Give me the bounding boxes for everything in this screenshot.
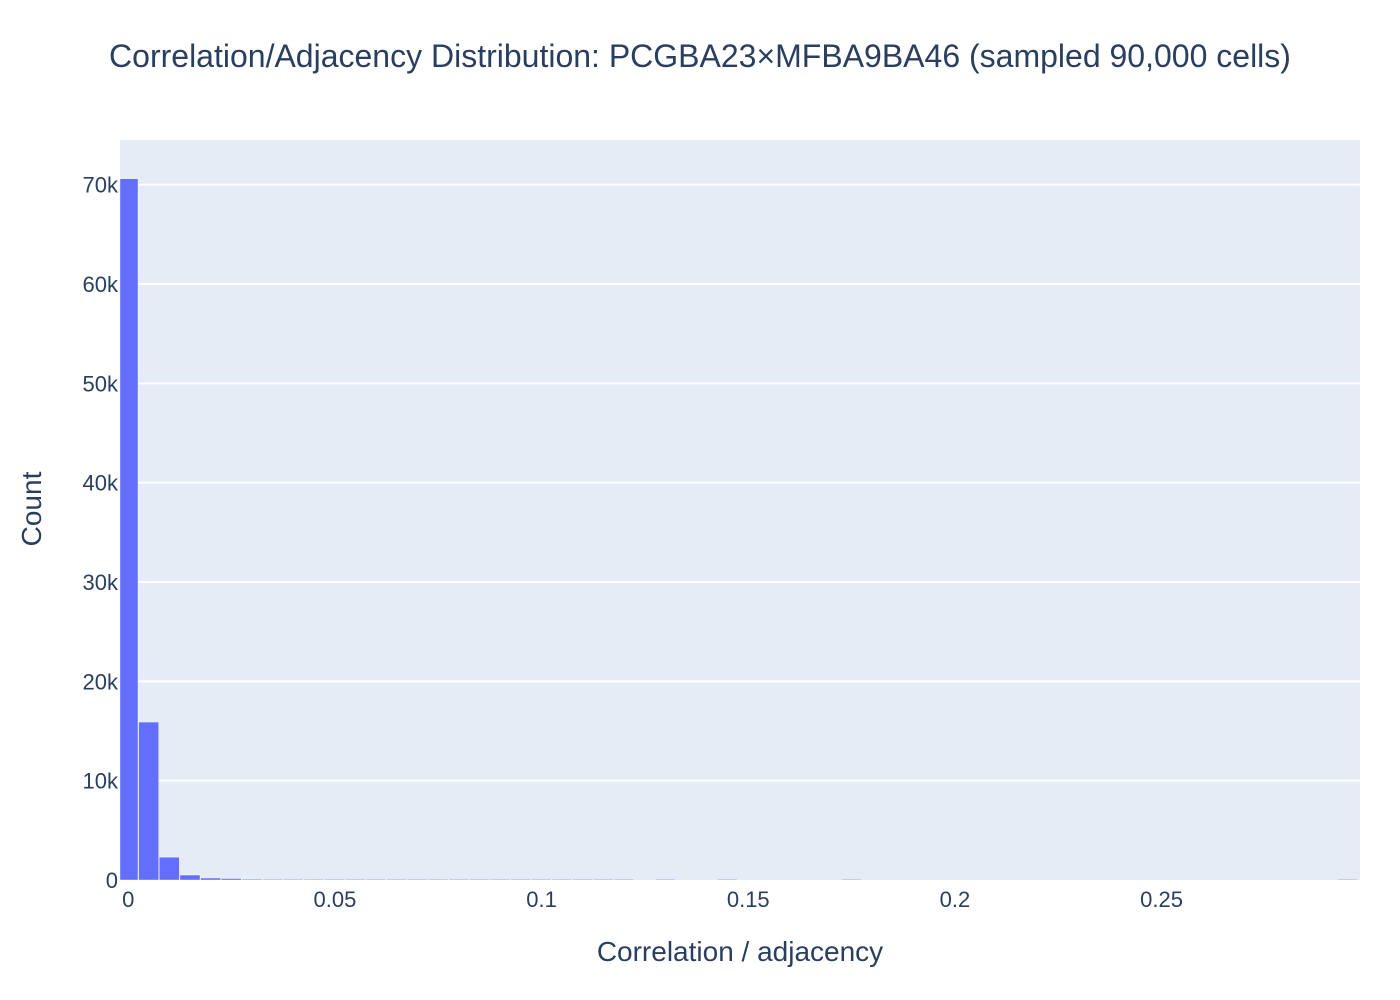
y-axis-ticks: 0 10k 20k 30k 40k 50k 60k 70k bbox=[83, 173, 119, 893]
histogram-bar bbox=[448, 879, 469, 881]
x-axis-title: Correlation / adjacency bbox=[597, 936, 883, 967]
histogram-bar bbox=[365, 879, 387, 881]
histogram-bar bbox=[345, 879, 366, 881]
histogram-bar bbox=[841, 879, 862, 881]
histogram-bar bbox=[283, 879, 304, 881]
gridlines bbox=[120, 183, 1360, 782]
histogram-bar bbox=[159, 856, 180, 881]
histogram-bar bbox=[469, 879, 490, 881]
x-tick-label: 0 bbox=[122, 887, 134, 912]
histogram-bar bbox=[551, 879, 573, 881]
x-axis-ticks: 0 0.05 0.1 0.15 0.2 0.25 bbox=[122, 887, 1183, 912]
histogram-bar bbox=[262, 879, 283, 881]
histogram-bar bbox=[221, 878, 242, 881]
y-axis-title: Count bbox=[16, 471, 47, 546]
histogram-bar bbox=[324, 879, 345, 881]
y-tick-label: 30k bbox=[83, 570, 119, 595]
histogram-bar bbox=[531, 879, 552, 881]
y-tick-label: 20k bbox=[83, 669, 119, 694]
histogram-bar bbox=[407, 879, 428, 881]
histogram-bar bbox=[303, 879, 325, 881]
histogram-bar bbox=[510, 879, 531, 881]
histogram-bar bbox=[241, 878, 263, 881]
histogram-bar bbox=[179, 874, 201, 881]
histogram-bar bbox=[613, 879, 635, 881]
histogram-bar bbox=[1337, 879, 1358, 881]
y-tick-label: 10k bbox=[83, 769, 119, 794]
histogram-bar bbox=[572, 879, 593, 881]
y-tick-label: 60k bbox=[83, 272, 119, 297]
histogram-bar bbox=[200, 877, 221, 881]
y-tick-label: 50k bbox=[83, 371, 119, 396]
x-tick-label: 0.25 bbox=[1140, 887, 1183, 912]
histogram-bar bbox=[717, 879, 738, 881]
histogram-bar bbox=[655, 879, 676, 881]
histogram-bar bbox=[593, 879, 614, 881]
x-tick-label: 0.05 bbox=[314, 887, 357, 912]
histogram-bars bbox=[119, 178, 1358, 881]
plot-area bbox=[120, 140, 1360, 880]
histogram-bar bbox=[138, 721, 159, 881]
histogram-bar bbox=[427, 879, 449, 881]
x-tick-label: 0.2 bbox=[940, 887, 971, 912]
x-tick-label: 0.1 bbox=[526, 887, 557, 912]
histogram-bar bbox=[489, 879, 511, 881]
histogram-bar bbox=[386, 879, 407, 881]
chart-title: Correlation/Adjacency Distribution: PCGB… bbox=[109, 38, 1291, 74]
histogram-bar bbox=[119, 178, 139, 881]
x-tick-label: 0.15 bbox=[727, 887, 770, 912]
y-tick-label: 40k bbox=[83, 471, 119, 496]
y-tick-label: 0 bbox=[106, 868, 118, 893]
y-tick-label: 70k bbox=[83, 173, 119, 198]
